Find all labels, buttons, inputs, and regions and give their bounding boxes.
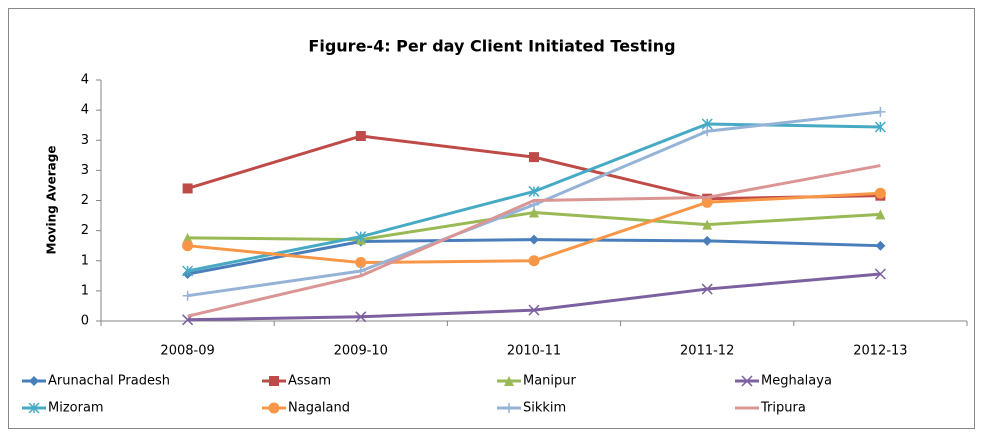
data-point: [874, 187, 886, 199]
y-axis-title: Moving Average: [45, 146, 59, 255]
data-point: [875, 106, 886, 117]
data-point: [182, 290, 193, 301]
data-point: [355, 311, 367, 323]
data-point: [701, 283, 713, 295]
y-tick-label: 3: [81, 133, 89, 148]
data-point: [529, 234, 539, 245]
data-point: [182, 240, 194, 252]
data-point: [702, 126, 713, 137]
legend-label: Sikkim: [523, 401, 566, 416]
y-tick-label: 4: [81, 73, 89, 88]
legend-marker: [269, 376, 279, 386]
y-tick-label: 1: [81, 253, 89, 268]
legend-label: Meghalaya: [761, 374, 832, 389]
legend-marker: [28, 402, 40, 414]
data-point: [874, 121, 886, 133]
legend-marker: [504, 376, 514, 386]
x-tick-label: 2012-13: [853, 344, 907, 359]
data-point: [182, 265, 194, 277]
y-tick-label: 3: [81, 163, 89, 178]
x-tick-label: 2010-11: [507, 344, 561, 359]
legend-label: Arunachal Pradesh: [48, 374, 170, 389]
data-point: [355, 231, 367, 243]
data-point: [359, 274, 362, 277]
legend-label: Tripura: [760, 401, 806, 416]
legend-marker: [29, 376, 39, 386]
y-tick-label: 4: [81, 103, 89, 118]
data-point: [879, 164, 882, 167]
data-point: [701, 196, 713, 208]
data-point: [528, 255, 540, 267]
y-tick-label: 2: [81, 193, 89, 208]
data-point: [529, 152, 539, 163]
legend-label: Mizoram: [48, 401, 104, 416]
data-point: [182, 232, 193, 243]
y-tick-label: 2: [81, 223, 89, 238]
data-point: [182, 183, 193, 194]
series-line: [187, 164, 881, 318]
data-point: [533, 199, 536, 202]
data-point: [528, 185, 540, 197]
data-point: [875, 240, 886, 251]
data-point: [706, 196, 709, 199]
legend-label: Assam: [288, 374, 331, 389]
x-tick-label: 2011-12: [680, 344, 734, 359]
legend-marker: [268, 402, 280, 414]
legend-marker: [504, 403, 514, 413]
legend-marker: [741, 375, 753, 387]
y-tick-label: 0: [81, 314, 89, 329]
data-point: [355, 131, 366, 142]
data-point: [874, 268, 886, 280]
x-tick-label: 2008-09: [160, 344, 214, 359]
x-tick-label: 2009-10: [334, 344, 388, 359]
data-point: [528, 304, 540, 316]
data-point: [875, 209, 886, 220]
data-point: [355, 257, 367, 269]
data-point: [186, 315, 189, 318]
legend-label: Manipur: [523, 374, 577, 389]
legend-marker: [746, 407, 749, 410]
chart-title: Figure-4: Per day Client Initiated Testi…: [308, 37, 675, 56]
y-tick-label: 1: [81, 283, 89, 298]
legend-label: Nagaland: [288, 401, 350, 416]
data-point: [702, 235, 713, 246]
data-point: [702, 219, 713, 230]
data-point: [529, 207, 539, 218]
